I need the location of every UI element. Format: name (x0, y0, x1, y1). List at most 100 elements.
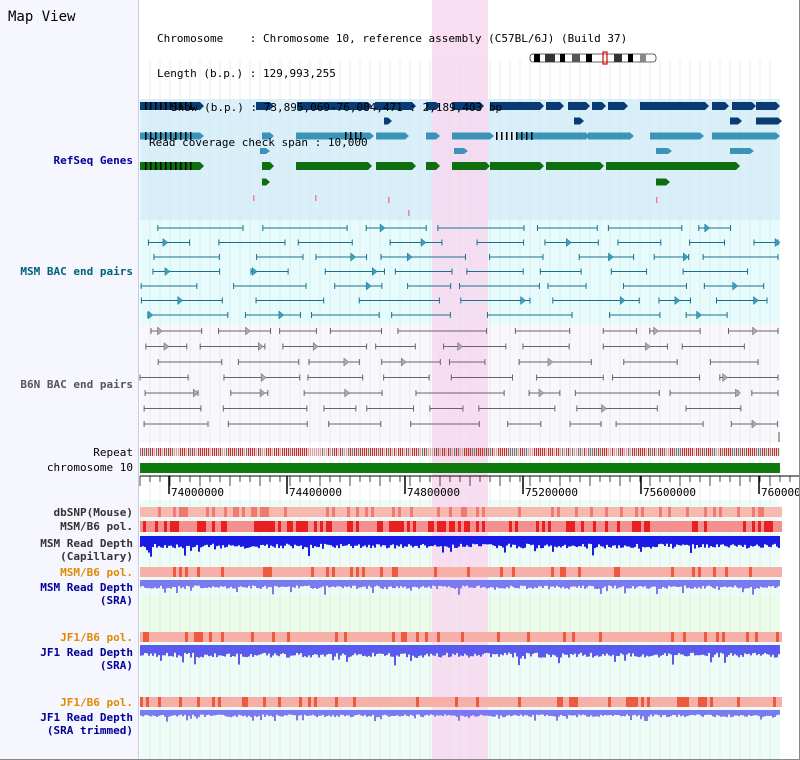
track-label-msm-b6-pol-2[interactable]: MSM/B6 pol. (60, 566, 133, 579)
dbsnp-bar (659, 507, 662, 517)
jf1-depth-trimmed (338, 710, 340, 717)
msm-depth-sra (272, 580, 274, 595)
jf1-b6-pol-bar (443, 632, 446, 642)
msm-b6-pol-bar-2 (398, 567, 401, 577)
dbsnp-bar (227, 507, 230, 517)
jf1-depth-sra (190, 645, 192, 658)
track-label-repeat[interactable]: Repeat (93, 446, 133, 459)
jf1-depth-sra (640, 645, 642, 657)
msm-depth-sra (628, 580, 630, 589)
msm-depth-sra (664, 580, 666, 588)
dbsnp-bar (554, 507, 557, 517)
jf1-depth-trimmed (372, 710, 374, 715)
msm-b6-pol-bar (353, 521, 356, 532)
dbsnp-bar (380, 507, 383, 517)
msm-b6-pol-bar-2 (590, 567, 593, 577)
jf1-b6-pol-bar (761, 632, 764, 642)
msm-depth-capillary (632, 536, 634, 548)
jf1-depth-sra (676, 645, 678, 655)
jf1-depth-sra (524, 645, 526, 659)
jf1-depth-trimmed (432, 710, 434, 715)
refseq-gene (732, 102, 752, 110)
jf1-depth-sra (154, 645, 156, 654)
msm-depth-sra (220, 580, 222, 587)
msm-depth-capillary (742, 536, 744, 547)
msm-depth-capillary (774, 536, 776, 544)
jf1-b6-pol-bar-2 (254, 697, 257, 707)
jf1-b6-pol-bar-2 (521, 697, 524, 707)
jf1-depth-trimmed (584, 710, 586, 716)
jf1-b6-pol-bar-2 (620, 697, 623, 707)
jf1-depth-sra (192, 645, 194, 653)
track-label-jf1-b6-pol-2[interactable]: JF1/B6 pol. (60, 696, 133, 709)
msm-depth-capillary (324, 536, 326, 544)
chromosome-ideogram[interactable] (529, 51, 657, 65)
jf1-b6-pol-bar (200, 632, 203, 642)
track-label-msm-depth-capillary[interactable]: MSM Read Depth (Capillary) (40, 537, 133, 563)
track-label-b6n-bac[interactable]: B6N BAC end pairs (20, 378, 133, 391)
jf1-depth-sra (484, 645, 486, 654)
msm-depth-capillary (448, 536, 450, 548)
dbsnp-bar (728, 507, 731, 517)
position-axis: 74000000 74400000 74800000 75200000 75600000… (139, 475, 799, 499)
track-label-chromosome[interactable]: chromosome 10 (46, 461, 133, 474)
dbsnp-bar (473, 507, 476, 517)
msm-b6-pol-bar-2 (458, 567, 461, 577)
jf1-depth-trimmed (450, 710, 452, 716)
msm-depth-capillary (754, 536, 756, 546)
msm-b6-pol-bar-2 (260, 567, 263, 577)
dbsnp-bar (662, 507, 665, 517)
msm-b6-pol-bar (338, 521, 341, 532)
jf1-b6-pol-bar-2 (320, 697, 323, 707)
jf1-b6-pol-bar (683, 632, 686, 642)
jf1-b6-pol-bar-2 (395, 697, 398, 707)
msm-depth-capillary (610, 536, 612, 548)
jf1-b6-pol-bar-2 (461, 697, 464, 707)
msm-depth-sra (264, 580, 266, 586)
jf1-depth-sra (328, 645, 330, 654)
refseq-gene (756, 117, 778, 125)
track-label-msm-depth-sra[interactable]: MSM Read Depth (SRA) (40, 581, 133, 607)
track-label-jf1-depth-trimmed[interactable]: JF1 Read Depth (SRA trimmed) (40, 711, 133, 737)
jf1-b6-pol-bar (314, 632, 317, 642)
jf1-depth-trimmed (382, 710, 384, 716)
jf1-depth-sra (234, 645, 236, 657)
jf1-b6-pol-bar (173, 632, 176, 642)
msm-depth-sra (738, 580, 740, 589)
msm-depth-capillary (304, 536, 306, 547)
jf1-depth-trimmed (462, 710, 464, 716)
track-label-jf1-b6-pol-1[interactable]: JF1/B6 pol. (60, 631, 133, 644)
msm-depth-sra (174, 580, 176, 588)
jf1-b6-pol-bar (701, 632, 704, 642)
msm-b6-pol-bar (740, 521, 743, 532)
track-label-refseq[interactable]: RefSeq Genes (53, 154, 133, 167)
jf1-depth-sra (718, 645, 720, 658)
track-label-dbsnp[interactable]: dbSNP(Mouse) (53, 506, 133, 519)
track-label-msm-b6-pol-1[interactable]: MSM/B6 pol. (60, 520, 133, 533)
track-label-msm-bac[interactable]: MSM BAC end pairs (20, 265, 133, 278)
jf1-depth-trimmed (508, 710, 510, 716)
jf1-b6-pol-bar-2 (440, 697, 443, 707)
msm-b6-pol-bar (371, 521, 374, 532)
msm-b6-pol-bar (653, 521, 656, 532)
msm-b6-pol-bar (590, 521, 593, 532)
msm-depth-capillary (484, 536, 486, 545)
jf1-depth-sra (526, 645, 528, 653)
msm-depth-capillary (620, 536, 622, 548)
jf1-b6-pol-bar-2 (623, 697, 626, 707)
jf1-b6-pol-bar (719, 632, 722, 642)
msm-b6-pol-bar (194, 521, 197, 532)
msm-b6-pol-bar (347, 521, 350, 532)
jf1-b6-pol-bar (725, 632, 728, 642)
jf1-depth-sra (754, 645, 756, 653)
msm-depth-capillary (306, 536, 308, 548)
track-label-jf1-depth-sra[interactable]: JF1 Read Depth (SRA) (40, 646, 133, 672)
msm-depth-capillary (744, 536, 746, 545)
msm-depth-capillary (272, 536, 274, 547)
msm-b6-pol-bar (395, 521, 398, 532)
msm-depth-capillary (154, 536, 156, 544)
msm-depth-capillary (574, 536, 576, 547)
msm-depth-capillary (240, 536, 242, 547)
jf1-depth-sra (560, 645, 562, 658)
